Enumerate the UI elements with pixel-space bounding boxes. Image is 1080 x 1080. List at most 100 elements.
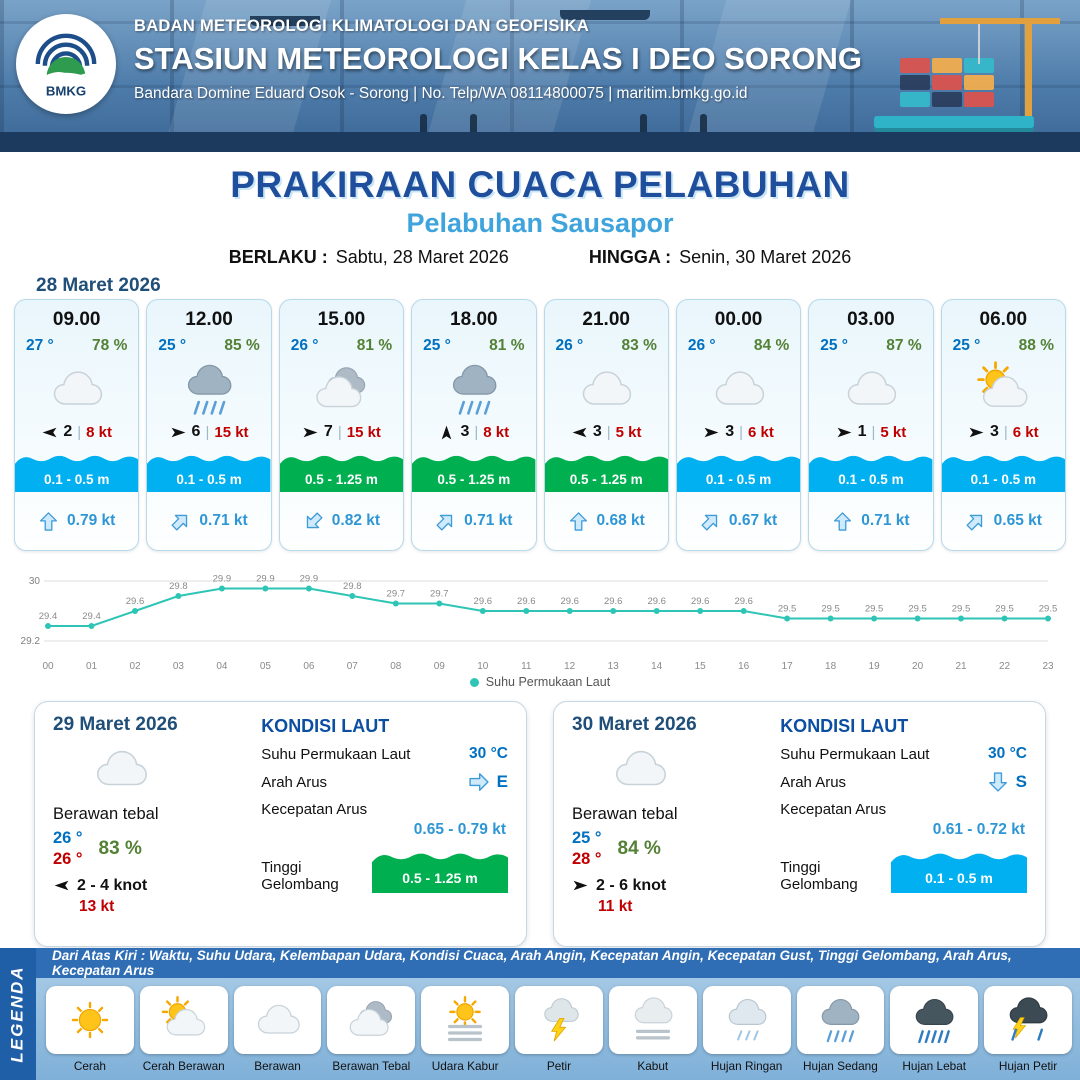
current-direction-icon (468, 771, 490, 793)
gust-speed: 6 kt (1012, 423, 1039, 441)
station-name: STASIUN METEOROLOGI KELAS I DEO SORONG (134, 41, 862, 76)
divider: | (871, 423, 876, 441)
valid-until-value: Senin, 30 Maret 2026 (679, 247, 852, 267)
humidity: 84 % (617, 838, 661, 860)
forecast-card: 18.00 25 ° 81 % 3 | 8 kt 0.5 - 1.25 m 0.… (411, 299, 537, 551)
svg-text:13: 13 (608, 661, 620, 672)
gust-speed: 6 kt (748, 423, 774, 441)
svg-text:29.5: 29.5 (908, 604, 927, 615)
forecast-time: 00.00 (714, 309, 763, 330)
legend-weather-icon (702, 986, 791, 1054)
wave-height-value: 0.1 - 0.5 m (970, 472, 1036, 487)
divider: | (77, 423, 82, 441)
waiting-seats (874, 116, 1034, 128)
humidity: 85 % (224, 337, 260, 354)
daily-date: 30 Maret 2026 (572, 714, 697, 735)
wind-row: 3 | 8 kt (412, 423, 535, 441)
daily-weather-column: 29 Maret 2026 Berawan tebal 26 ° 26 ° 83… (53, 714, 253, 934)
container-crate (932, 92, 962, 107)
legend-weather-icon (139, 986, 228, 1054)
temp-max: 26 ° (53, 850, 83, 869)
wave-shape (890, 853, 1027, 893)
valid-until: HINGGA : Senin, 30 Maret 2026 (589, 247, 851, 268)
temp-humidity-row: 26 ° 81 % (280, 337, 403, 355)
weather-icon (81, 738, 161, 800)
weather-condition: Berawan tebal (53, 805, 159, 823)
air-temperature: 27 ° (26, 337, 54, 354)
svg-text:29.2: 29.2 (21, 636, 41, 647)
current-speed: 0.71 kt (199, 512, 248, 529)
temp-humidity-row: 25 ° 88 % (942, 337, 1065, 355)
valid-until-label: HINGGA : (588, 247, 672, 267)
divider: | (205, 423, 210, 441)
page-title: PRAKIRAAN CUACA PELABUHAN (230, 164, 850, 205)
wave-height-badge: 0.5 - 1.25 m (371, 845, 508, 893)
air-temperature: 25 ° (423, 337, 451, 354)
sea-condition-title: KONDISI LAUT (261, 716, 390, 736)
current-direction-icon (435, 511, 456, 532)
container-crate (964, 75, 994, 90)
wind-speed: 1 (857, 423, 867, 440)
wave-height-band: 0.1 - 0.5 m (147, 448, 271, 492)
current-row: 0.68 kt (545, 492, 668, 550)
wind-row: 2 - 6 knot (572, 877, 772, 895)
legend-label: Kabut (637, 1059, 669, 1073)
svg-text:12: 12 (564, 661, 576, 672)
wave-shape (676, 455, 801, 492)
wave-shape (544, 455, 668, 492)
legend-label: Hujan Ringan (710, 1059, 783, 1073)
wave-height-band: 0.5 - 1.25 m (544, 448, 668, 492)
wind-direction-icon (572, 877, 589, 894)
wind-speed: 3 (725, 423, 735, 440)
wave-height-band: 0.1 - 0.5 m (809, 448, 933, 492)
wind-direction-icon (302, 424, 319, 441)
current-speed: 0.68 kt (596, 512, 645, 529)
wind-row: 2 | 8 kt (15, 423, 138, 441)
daily-forecast-card: 29 Maret 2026 Berawan tebal 26 ° 26 ° 83… (34, 701, 527, 947)
current-row: 0.71 kt (147, 492, 270, 550)
weather-icon (576, 359, 636, 419)
current-speed: 0.71 kt (861, 512, 910, 529)
port-name: Pelabuhan Sausapor (406, 208, 674, 238)
temp-humidity-row: 26 ° 26 ° 83 % (53, 828, 253, 871)
forecast-time: 12.00 (185, 309, 233, 330)
divider: | (1003, 423, 1008, 441)
valid-from: BERLAKU : Sabtu, 28 Maret 2026 (229, 247, 509, 268)
current-direction-label: Arah Arus (261, 773, 328, 791)
wind-row: 6 | 15 kt (147, 423, 270, 441)
legend-weather-icon (233, 986, 322, 1054)
wind-direction-icon (41, 424, 58, 441)
legend-weather-icon (796, 986, 885, 1054)
wave-shape (279, 455, 404, 492)
wind-row: 3 | 5 kt (545, 423, 668, 441)
forecast-card: 00.00 26 ° 84 % 3 | 6 kt 0.1 - 0.5 m 0.6… (675, 299, 802, 551)
wind-speed: 7 (323, 423, 333, 440)
svg-text:30: 30 (29, 576, 41, 587)
current-speed: 0.65 kt (993, 512, 1042, 529)
svg-text:29.7: 29.7 (430, 589, 449, 600)
svg-text:29.5: 29.5 (865, 604, 884, 615)
svg-text:29.4: 29.4 (39, 611, 58, 622)
current-direction-label: Arah Arus (780, 773, 847, 791)
wind-row: 3 | 6 kt (942, 423, 1065, 441)
legend-item: Kabut (608, 986, 697, 1073)
svg-text:15: 15 (695, 661, 707, 672)
gust-speed: 13 kt (79, 897, 115, 915)
legend-title: LEGENDA (8, 965, 27, 1063)
current-speed-label: Kecepatan Arus (261, 801, 368, 818)
svg-text:29.6: 29.6 (517, 596, 536, 607)
legend-label: Udara Kabur (431, 1059, 499, 1073)
legend-section: LEGENDA Dari Atas Kiri : Waktu, Suhu Uda… (0, 948, 1080, 1080)
svg-text:29.6: 29.6 (734, 596, 753, 607)
legend-item: Cerah (46, 986, 134, 1073)
weather-icon (841, 359, 901, 419)
current-row: 0.65 kt (942, 492, 1065, 550)
wave-height-badge: 0.1 - 0.5 m (890, 845, 1027, 893)
container-crate (900, 75, 930, 90)
legend-label: Petir (546, 1059, 572, 1073)
crane-cable (978, 24, 980, 64)
legend-weather-icon (515, 986, 603, 1054)
svg-text:29.7: 29.7 (387, 589, 406, 600)
legend-weather-icon (608, 986, 697, 1054)
air-temperature: 26 ° (290, 337, 319, 354)
